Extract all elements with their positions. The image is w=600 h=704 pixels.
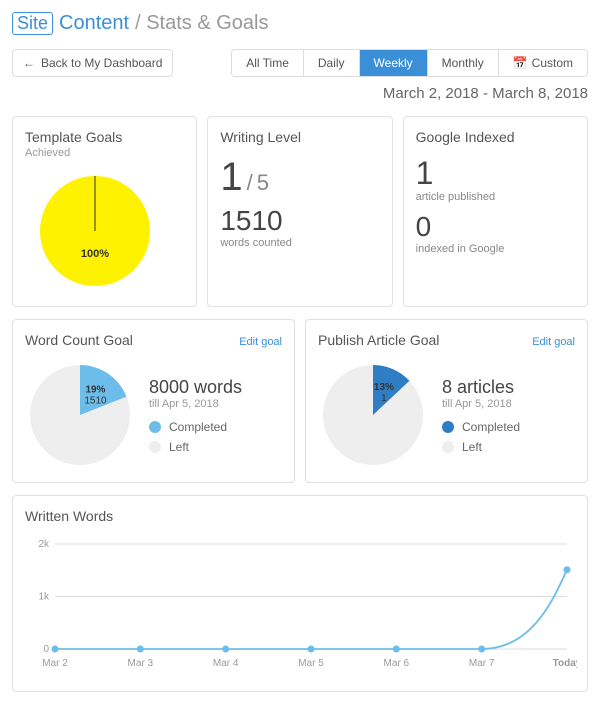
articles-published: 1 <box>416 157 575 189</box>
indexed-label: indexed in Google <box>416 243 575 255</box>
logo-word: Content <box>59 12 129 35</box>
range-tabs: All Time Daily Weekly Monthly 📅 Custom <box>231 49 588 77</box>
svg-text:Mar 7: Mar 7 <box>469 658 495 669</box>
writing-level-title: Writing Level <box>220 129 379 145</box>
written-words-chart: 0 1k 2k Mar 2 Mar 3 Mar 4 Mar 5 Mar 6 Mar 7 Today <box>25 534 577 674</box>
word-goal-pie: 19%1510 <box>25 360 135 470</box>
writing-level-current: 1 <box>220 157 242 197</box>
template-goals-pie: 100% <box>25 169 175 289</box>
tab-daily[interactable]: Daily <box>304 50 360 76</box>
publish-goal-till: till Apr 5, 2018 <box>442 398 520 410</box>
template-goals-card: Template Goals Achieved 100% <box>12 116 197 307</box>
svg-text:0: 0 <box>43 644 49 655</box>
indexed-count: 0 <box>416 213 575 241</box>
word-goal-title: Word Count Goal <box>25 332 133 348</box>
svg-text:Mar 5: Mar 5 <box>298 658 324 669</box>
tab-weekly[interactable]: Weekly <box>360 50 428 76</box>
publish-goal-legend-left: Left <box>462 440 482 454</box>
written-words-card: Written Words 0 1k 2k Mar 2 Mar 3 Mar 4 Mar 5 M… <box>12 495 588 692</box>
writing-level-slash: / <box>247 170 253 196</box>
svg-text:13%: 13% <box>374 382 394 393</box>
written-words-title: Written Words <box>25 508 575 524</box>
publish-goal-legend-completed: Completed <box>462 420 520 434</box>
writing-words: 1510 <box>220 207 379 235</box>
svg-text:1: 1 <box>381 393 387 404</box>
date-range: March 2, 2018 - March 8, 2018 <box>12 85 588 102</box>
word-goal-card: Word Count Goal Edit goal 19%1510 8000 w… <box>12 319 295 483</box>
breadcrumb: / Stats & Goals <box>135 12 268 35</box>
publish-goal-pie: 13%1 <box>318 360 428 470</box>
template-goals-sub: Achieved <box>25 147 184 159</box>
logo-box: Site <box>12 12 53 35</box>
template-goals-title: Template Goals <box>25 129 184 145</box>
svg-text:100%: 100% <box>81 248 109 260</box>
topbar: ← Back to My Dashboard All Time Daily We… <box>12 49 588 77</box>
svg-text:Today: Today <box>553 658 577 669</box>
goals-row: Word Count Goal Edit goal 19%1510 8000 w… <box>12 319 588 483</box>
svg-text:Mar 2: Mar 2 <box>42 658 68 669</box>
writing-level-total: 5 <box>257 170 269 196</box>
tab-all-time[interactable]: All Time <box>232 50 304 76</box>
word-goal-till: till Apr 5, 2018 <box>149 398 242 410</box>
word-goal-legend-left: Left <box>169 440 189 454</box>
back-button-label: Back to My Dashboard <box>41 56 162 70</box>
tab-monthly[interactable]: Monthly <box>428 50 499 76</box>
svg-text:Mar 4: Mar 4 <box>213 658 239 669</box>
svg-text:19%: 19% <box>85 384 105 395</box>
svg-text:Mar 3: Mar 3 <box>128 658 154 669</box>
articles-published-label: article published <box>416 191 575 203</box>
tab-custom[interactable]: 📅 Custom <box>499 50 587 76</box>
publish-goal-edit[interactable]: Edit goal <box>532 336 575 348</box>
word-goal-target: 8000 words <box>149 377 242 398</box>
svg-text:Mar 6: Mar 6 <box>384 658 410 669</box>
summary-row: Template Goals Achieved 100% Writing Lev… <box>12 116 588 307</box>
svg-text:2k: 2k <box>38 539 50 550</box>
writing-words-label: words counted <box>220 237 379 249</box>
svg-text:1k: 1k <box>38 592 50 603</box>
page-header: Site Content / Stats & Goals <box>12 12 588 35</box>
calendar-icon: 📅 <box>513 56 528 70</box>
writing-level-card: Writing Level 1 / 5 1510 words counted <box>207 116 392 307</box>
publish-goal-title: Publish Article Goal <box>318 332 439 348</box>
word-goal-edit[interactable]: Edit goal <box>239 336 282 348</box>
google-indexed-title: Google Indexed <box>416 129 575 145</box>
svg-text:1510: 1510 <box>84 395 107 406</box>
tab-custom-label: Custom <box>532 56 573 70</box>
google-indexed-card: Google Indexed 1 article published 0 ind… <box>403 116 588 307</box>
publish-goal-target: 8 articles <box>442 377 520 398</box>
publish-goal-card: Publish Article Goal Edit goal 13%1 8 ar… <box>305 319 588 483</box>
word-goal-legend-completed: Completed <box>169 420 227 434</box>
back-button[interactable]: ← Back to My Dashboard <box>12 49 173 77</box>
arrow-left-icon: ← <box>23 56 35 70</box>
